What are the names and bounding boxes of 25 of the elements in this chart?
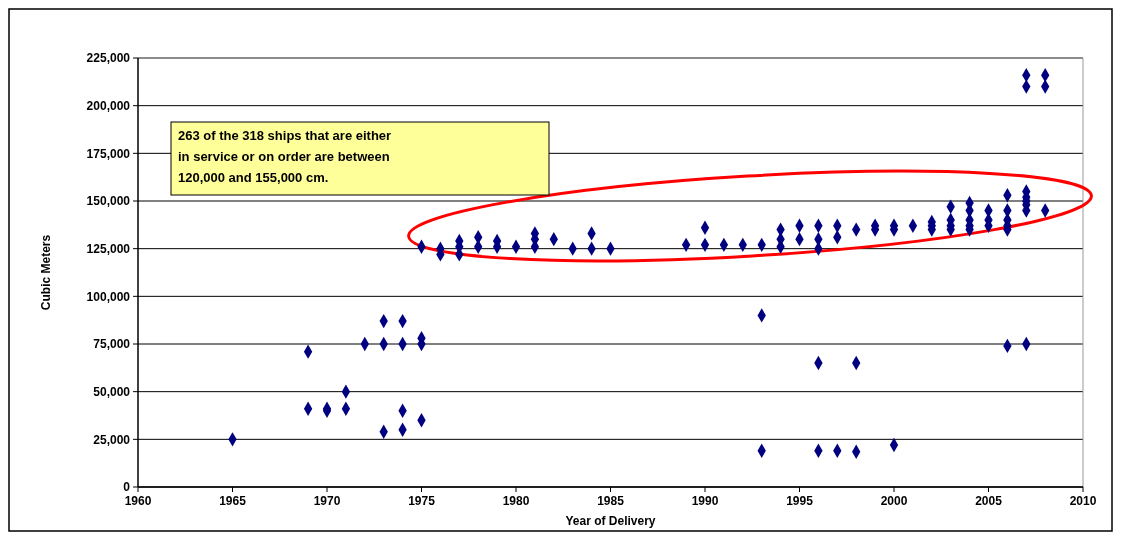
- y-tick-label: 25,000: [93, 432, 131, 447]
- x-axis-title: Year of Delivery: [565, 514, 656, 528]
- x-tick-label: 1975: [408, 494, 436, 508]
- y-tick-label: 75,000: [93, 337, 131, 352]
- y-tick-label: 0: [123, 480, 131, 495]
- y-tick-label: 200,000: [86, 98, 131, 113]
- annotation: 263 of the 318 ships that are either in service or on order are between 120,000 and 155,000 cm.: [178, 128, 392, 185]
- x-tick-label: 1965: [219, 494, 247, 508]
- x-tick-label: 2000: [880, 494, 908, 508]
- y-tick-label: 175,000: [86, 146, 131, 161]
- y-axis-title: Cubic Meters: [39, 234, 53, 311]
- y-tick-label: 225,000: [86, 51, 131, 66]
- x-tick-label: 2005: [975, 494, 1003, 508]
- y-tick-label: 125,000: [86, 241, 131, 256]
- x-tick-label: 1980: [502, 494, 530, 508]
- x-tick-label: 1995: [786, 494, 814, 508]
- y-tick-label: 50,000: [93, 384, 131, 399]
- x-tick-label: 1985: [597, 494, 625, 508]
- x-tick-label: 1990: [691, 494, 719, 508]
- x-tick-label: 1970: [313, 494, 341, 508]
- note-box: 263 of the 318 ships that are either in service or on order are between 120,000 and 155,000 cm.: [170, 121, 550, 196]
- y-tick-label: 150,000: [86, 194, 131, 209]
- x-tick-label: 2010: [1069, 494, 1097, 508]
- y-tick-label: 100,000: [86, 289, 131, 304]
- x-tick-label: 1960: [124, 494, 152, 508]
